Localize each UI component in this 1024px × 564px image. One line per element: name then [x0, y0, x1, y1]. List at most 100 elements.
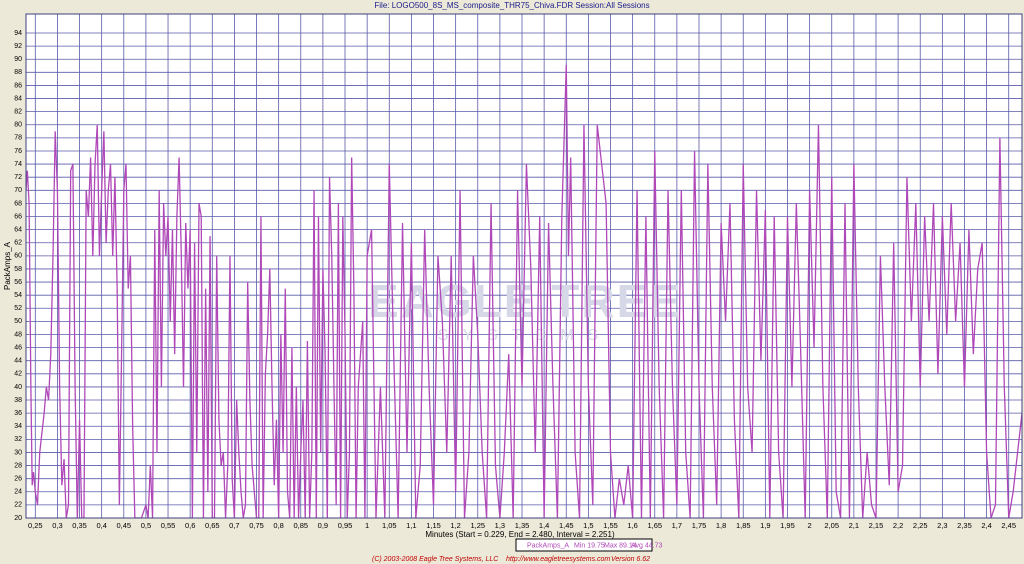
y-tick-label: 24 — [14, 489, 22, 496]
y-tick-label: 36 — [14, 410, 22, 417]
y-tick-label: 82 — [14, 108, 22, 115]
y-tick-label: 50 — [14, 318, 22, 325]
x-tick-label: 2,2 — [893, 521, 903, 530]
legend-box — [515, 538, 653, 552]
y-tick-label: 92 — [14, 43, 22, 50]
y-tick-label: 40 — [14, 384, 22, 391]
x-tick-label: 1 — [365, 521, 369, 530]
x-tick-label: 2,4 — [981, 521, 991, 530]
y-tick-label: 20 — [14, 515, 22, 522]
y-tick-label: 94 — [14, 30, 22, 37]
y-tick-label: 84 — [14, 95, 22, 102]
y-tick-label: 72 — [14, 174, 22, 181]
x-tick-label: 0,7 — [229, 521, 239, 530]
x-tick-label: 0,95 — [338, 521, 353, 530]
x-tick-label: 1,25 — [470, 521, 485, 530]
x-tick-label: 1,5 — [583, 521, 593, 530]
y-tick-label: 66 — [14, 213, 22, 220]
x-tick-label: 1,3 — [495, 521, 505, 530]
x-tick-label: 0,4 — [96, 521, 106, 530]
x-tick-label: 1,85 — [736, 521, 751, 530]
y-tick-label: 68 — [14, 200, 22, 207]
x-tick-label: 2,25 — [913, 521, 928, 530]
x-tick-label: 1,4 — [539, 521, 549, 530]
y-tick-label: 42 — [14, 371, 22, 378]
y-tick-label: 32 — [14, 436, 22, 443]
footer-url: http://www.eagletreesystems.com — [506, 556, 610, 563]
watermark-sub: SYSTEMS — [438, 327, 612, 344]
x-tick-label: 2,15 — [869, 521, 884, 530]
y-tick-label: 34 — [14, 423, 22, 430]
x-tick-label: 0,6 — [185, 521, 195, 530]
x-tick-label: 1,6 — [627, 521, 637, 530]
y-tick-label: 74 — [14, 161, 22, 168]
chart-title: File: LOGO500_8S_MS_composite_THR75_Chiv… — [374, 1, 649, 10]
x-tick-label: 2 — [808, 521, 812, 530]
series-layer — [26, 64, 1022, 518]
y-tick-label: 76 — [14, 148, 22, 155]
y-tick-label: 70 — [14, 187, 22, 194]
x-tick-label: 1,35 — [515, 521, 530, 530]
plot-border — [25, 13, 1023, 519]
x-tick-label: 0,5 — [141, 521, 151, 530]
x-tick-label: 0,9 — [318, 521, 328, 530]
y-tick-label: 78 — [14, 135, 22, 142]
footer-copyright: (C) 2003-2008 Eagle Tree Systems, LLC — [372, 556, 499, 563]
x-tick-label: 0,25 — [28, 521, 43, 530]
y-tick-label: 60 — [14, 253, 22, 260]
x-tick-label: 1,7 — [672, 521, 682, 530]
x-tick-label: 1,55 — [603, 521, 618, 530]
y-tick-label: 86 — [14, 82, 22, 89]
y-tick-label: 58 — [14, 266, 22, 273]
x-tick-label: 0,45 — [116, 521, 131, 530]
y-tick-label: 64 — [14, 226, 22, 233]
x-tick-label: 1,9 — [760, 521, 770, 530]
x-tick-label: 0,85 — [293, 521, 308, 530]
ticks: 20 22 24 26 28 30 32 34 36 38 40 42 44 46 48 50 52 54 56 58… — [14, 13, 1023, 530]
x-tick-label: 1,75 — [692, 521, 707, 530]
x-axis-label: Minutes (Start = 0.229, End = 2.480, Int… — [425, 530, 615, 539]
x-tick-label: 1,8 — [716, 521, 726, 530]
y-tick-label: 52 — [14, 305, 22, 312]
footer-version: Version 6.62 — [611, 556, 650, 563]
y-tick-label: 90 — [14, 56, 22, 63]
y-tick-label: 48 — [14, 331, 22, 338]
y-tick-label: 22 — [14, 502, 22, 509]
x-tick-label: 2,45 — [1001, 521, 1016, 530]
x-tick-label: 1,2 — [450, 521, 460, 530]
y-tick-label: 30 — [14, 449, 22, 456]
y-tick-label: 38 — [14, 397, 22, 404]
x-tick-label: 0,8 — [273, 521, 283, 530]
x-tick-label: 0,35 — [72, 521, 87, 530]
y-tick-label: 56 — [14, 279, 22, 286]
x-tick-label: 2,05 — [824, 521, 839, 530]
legend-stat: Max 89.14 — [604, 542, 637, 549]
legend-stat: Min 19.75 — [574, 542, 605, 549]
y-tick-label: 44 — [14, 358, 22, 365]
y-tick-label: 80 — [14, 122, 22, 129]
x-tick-label: 1,65 — [647, 521, 662, 530]
y-tick-label: 26 — [14, 476, 22, 483]
y-tick-label: 62 — [14, 240, 22, 247]
x-tick-label: 0,55 — [161, 521, 176, 530]
series-line — [26, 64, 1022, 518]
legend-stat: Avg 44.73 — [631, 542, 663, 549]
x-tick-label: 0,65 — [205, 521, 220, 530]
y-tick-label: 54 — [14, 292, 22, 299]
x-tick-label: 0,75 — [249, 521, 264, 530]
y-tick-label: 88 — [14, 69, 22, 76]
x-tick-label: 2,1 — [849, 521, 859, 530]
y-axis-label: PackAmps_A — [3, 241, 12, 290]
x-tick-label: 1,45 — [559, 521, 574, 530]
legend-entry: PackAmps_A — [527, 542, 569, 549]
x-tick-label: 1,1 — [406, 521, 416, 530]
y-tick-label: 28 — [14, 462, 22, 469]
x-tick-label: 2,35 — [957, 521, 972, 530]
x-tick-label: 1,05 — [382, 521, 397, 530]
x-tick-label: 1,95 — [780, 521, 795, 530]
x-tick-label: 2,3 — [937, 521, 947, 530]
x-tick-label: 0,3 — [52, 521, 62, 530]
x-tick-label: 1,15 — [426, 521, 441, 530]
